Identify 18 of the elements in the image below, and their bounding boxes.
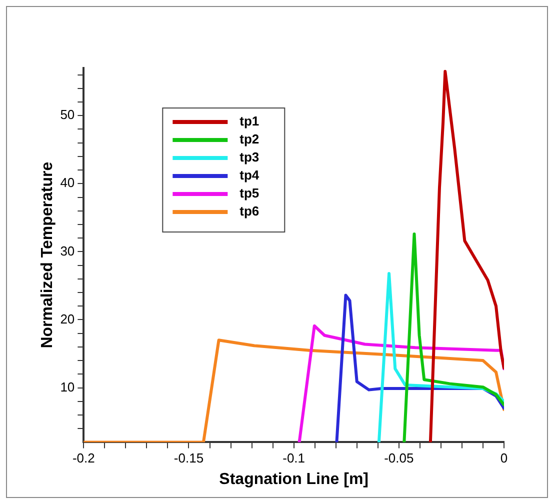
x-tick-label: -0.1 (282, 450, 306, 466)
y-tick-label: 50 (60, 107, 75, 122)
legend-label: tp3 (240, 150, 260, 165)
y-tick-label: 10 (60, 379, 75, 394)
y-tick-label: 20 (60, 311, 75, 326)
legend-label: tp2 (240, 132, 260, 147)
x-tick-label: 0 (500, 450, 508, 466)
x-axis-title: Stagnation Line [m] (219, 470, 368, 488)
y-axis-title: Normalized Temperature (39, 162, 56, 348)
x-tick-label: -0.2 (72, 450, 95, 466)
legend-label: tp6 (240, 204, 260, 219)
y-tick-label: 40 (60, 175, 75, 190)
legend-label: tp1 (240, 114, 260, 129)
x-tick-label: -0.15 (174, 450, 204, 466)
legend-label: tp4 (240, 168, 260, 183)
x-tick-label: -0.05 (384, 450, 414, 466)
legend-label: tp5 (240, 186, 260, 201)
y-tick-label: 30 (60, 243, 75, 258)
